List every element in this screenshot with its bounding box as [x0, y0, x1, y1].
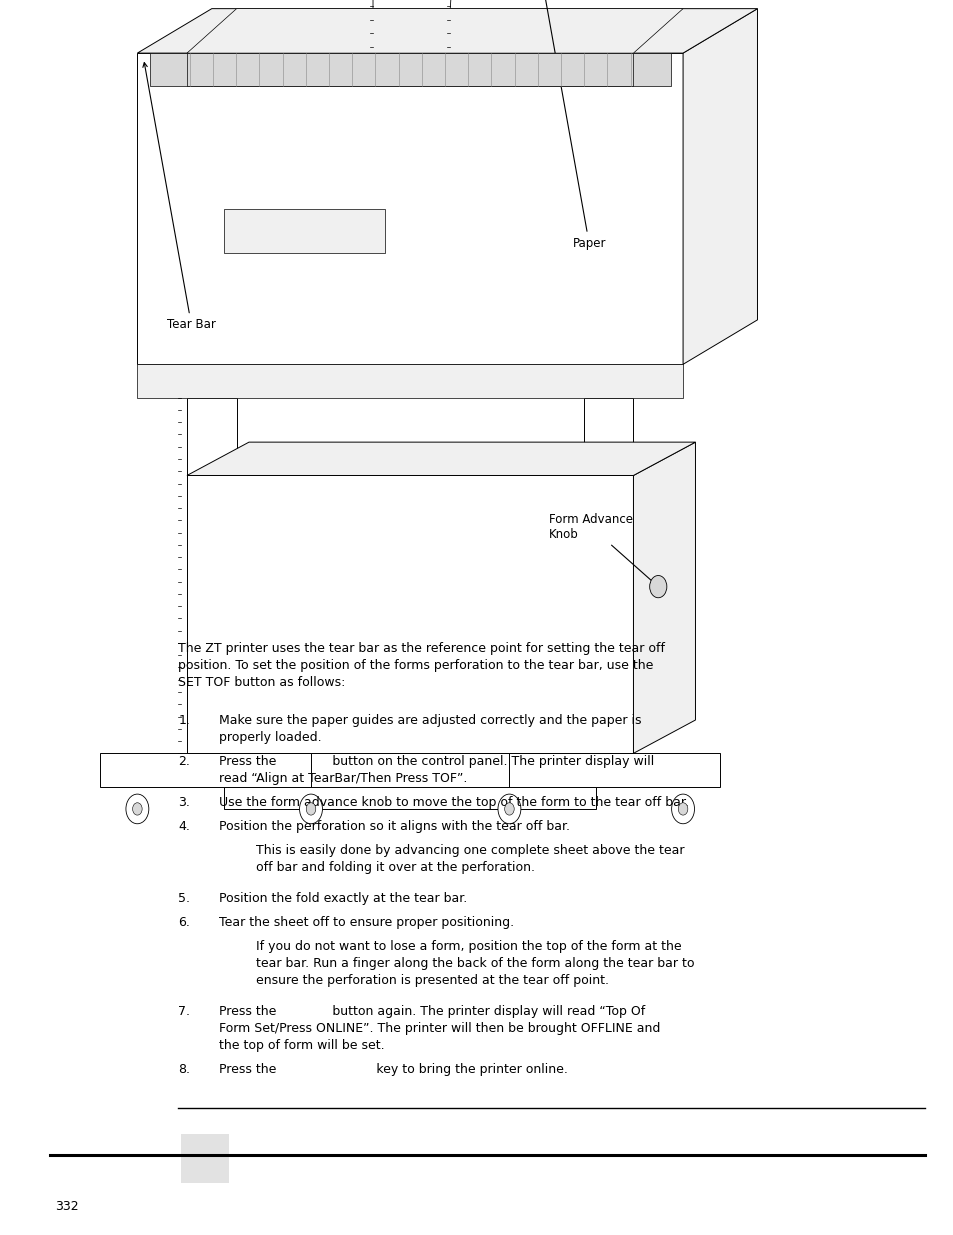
- Text: 6.: 6.: [178, 916, 190, 930]
- Text: tear bar. Run a finger along the back of the form along the tear bar to: tear bar. Run a finger along the back of…: [255, 957, 694, 971]
- Text: off bar and folding it over at the perforation.: off bar and folding it over at the perfo…: [255, 861, 534, 874]
- Text: Form Set/Press ONLINE”. The printer will then be brought OFFLINE and: Form Set/Press ONLINE”. The printer will…: [219, 1021, 660, 1035]
- Circle shape: [299, 794, 322, 824]
- Text: Press the              button on the control panel. The printer display will: Press the button on the control panel. T…: [219, 755, 654, 768]
- Polygon shape: [100, 753, 311, 787]
- Polygon shape: [633, 442, 695, 753]
- Circle shape: [671, 794, 694, 824]
- Text: Paper: Paper: [456, 0, 605, 249]
- Polygon shape: [509, 753, 720, 787]
- Circle shape: [132, 803, 142, 815]
- Text: 8.: 8.: [178, 1062, 191, 1076]
- Polygon shape: [583, 398, 633, 753]
- Polygon shape: [187, 475, 633, 753]
- Circle shape: [649, 576, 666, 598]
- Text: Tear Bar: Tear Bar: [143, 63, 215, 331]
- Text: 332: 332: [55, 1200, 79, 1214]
- Text: Form Advance
Knob: Form Advance Knob: [548, 513, 655, 584]
- Text: Make sure the paper guides are adjusted correctly and the paper is: Make sure the paper guides are adjusted …: [219, 714, 641, 727]
- Text: The ZT printer uses the tear bar as the reference point for setting the tear off: The ZT printer uses the tear bar as the …: [178, 642, 664, 656]
- Circle shape: [678, 803, 687, 815]
- Polygon shape: [187, 398, 236, 753]
- Text: properly loaded.: properly loaded.: [219, 731, 322, 745]
- Polygon shape: [187, 442, 695, 475]
- Polygon shape: [150, 53, 670, 86]
- Text: Tear the sheet off to ensure proper positioning.: Tear the sheet off to ensure proper posi…: [219, 916, 514, 930]
- Bar: [187, 53, 633, 86]
- Text: 4.: 4.: [178, 820, 190, 834]
- Text: Press the                         key to bring the printer online.: Press the key to bring the printer onlin…: [219, 1062, 568, 1076]
- Bar: [181, 1134, 229, 1183]
- Polygon shape: [137, 364, 682, 398]
- Text: Press the              button again. The printer display will read “Top Of: Press the button again. The printer disp…: [219, 1005, 645, 1019]
- Polygon shape: [224, 787, 596, 809]
- Text: If you do not want to lose a form, position the top of the form at the: If you do not want to lose a form, posit…: [255, 940, 680, 953]
- Polygon shape: [682, 9, 757, 364]
- Polygon shape: [137, 9, 757, 53]
- Text: ensure the perforation is presented at the tear off point.: ensure the perforation is presented at t…: [255, 973, 608, 987]
- Text: 5.: 5.: [178, 892, 191, 905]
- Text: Position the perforation so it aligns with the tear off bar.: Position the perforation so it aligns wi…: [219, 820, 570, 834]
- Polygon shape: [373, 0, 466, 53]
- Text: read “Align at TearBar/Then Press TOF”.: read “Align at TearBar/Then Press TOF”.: [219, 772, 467, 785]
- Text: 3.: 3.: [178, 795, 190, 809]
- Text: Use the form advance knob to move the top of the form to the tear off bar.: Use the form advance knob to move the to…: [219, 795, 689, 809]
- Text: position. To set the position of the forms perforation to the tear bar, use the: position. To set the position of the for…: [178, 659, 653, 672]
- Text: 1.: 1.: [178, 714, 190, 727]
- Polygon shape: [137, 53, 682, 364]
- Polygon shape: [187, 9, 682, 53]
- Text: Position the fold exactly at the tear bar.: Position the fold exactly at the tear ba…: [219, 892, 467, 905]
- Text: 2.: 2.: [178, 755, 190, 768]
- Circle shape: [497, 794, 520, 824]
- Circle shape: [306, 803, 315, 815]
- Text: This is easily done by advancing one complete sheet above the tear: This is easily done by advancing one com…: [255, 844, 683, 857]
- Circle shape: [126, 794, 149, 824]
- Text: 7.: 7.: [178, 1005, 191, 1019]
- Text: SET TOF button as follows:: SET TOF button as follows:: [178, 676, 345, 689]
- Polygon shape: [224, 209, 385, 253]
- Circle shape: [504, 803, 514, 815]
- Text: the top of form will be set.: the top of form will be set.: [219, 1039, 385, 1052]
